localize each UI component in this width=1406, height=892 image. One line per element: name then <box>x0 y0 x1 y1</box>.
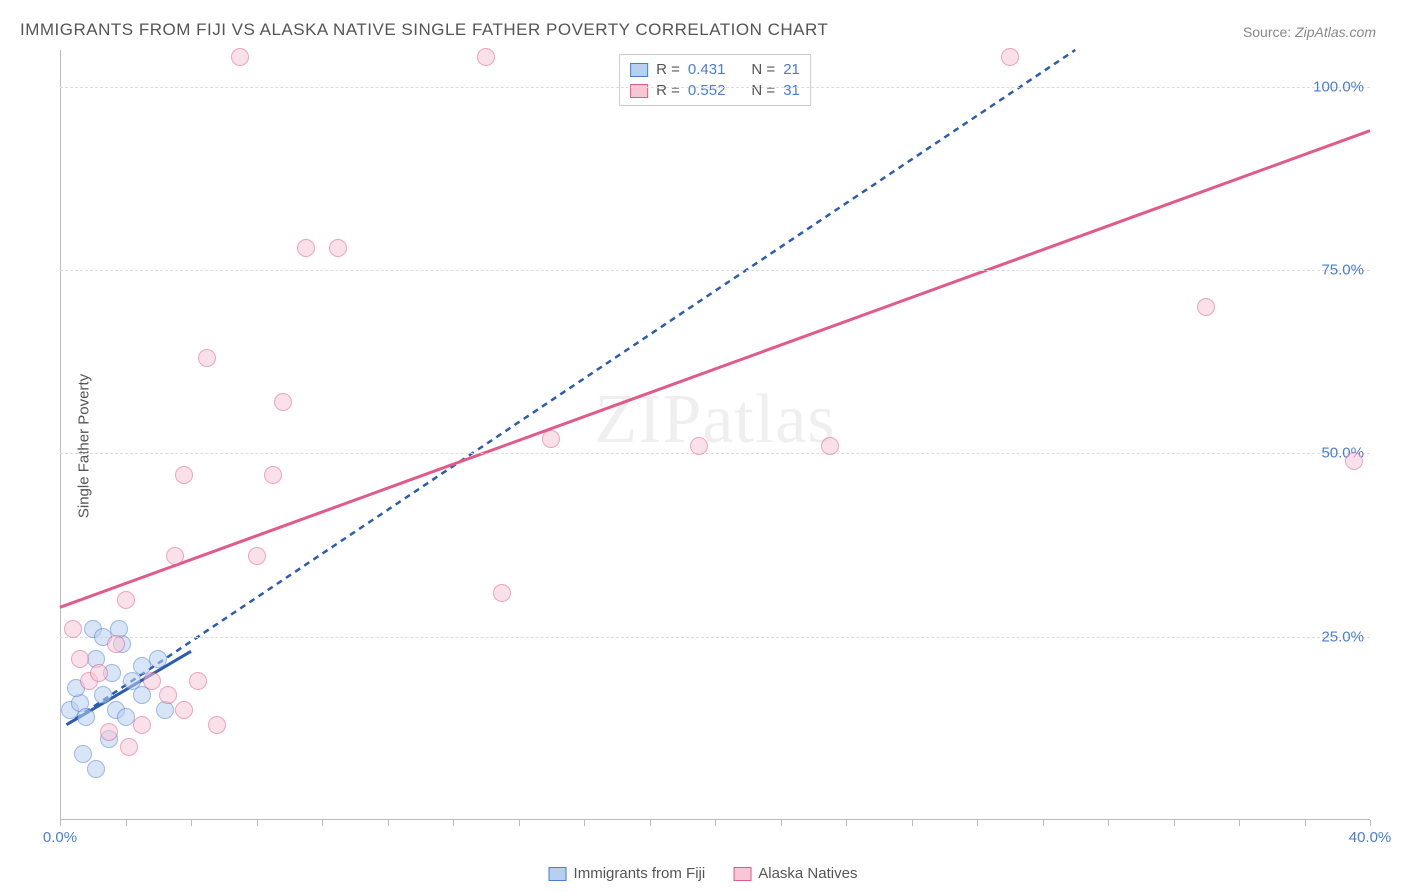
legend-bottom: Immigrants from Fiji Alaska Natives <box>549 865 858 882</box>
x-tick <box>715 820 716 826</box>
x-tick <box>781 820 782 826</box>
n-label: N = <box>751 61 775 78</box>
gridline <box>60 270 1370 271</box>
data-point <box>1001 48 1019 66</box>
x-tick <box>257 820 258 826</box>
r-label: R = <box>656 61 680 78</box>
x-tick <box>650 820 651 826</box>
legend-stat-row: R = 0.431 N = 21 <box>630 59 800 80</box>
x-tick <box>191 820 192 826</box>
x-tick <box>1108 820 1109 826</box>
data-point <box>100 723 118 741</box>
data-point <box>166 547 184 565</box>
data-point <box>74 745 92 763</box>
data-point <box>64 620 82 638</box>
legend-swatch <box>733 867 751 881</box>
source-attribution: Source: ZipAtlas.com <box>1243 24 1376 40</box>
scatter-chart: ZIPatlas R =0.431N =21R =0.552N =31 25.0… <box>60 50 1370 820</box>
data-point <box>477 48 495 66</box>
source-label: Source: <box>1243 24 1291 40</box>
data-point <box>149 650 167 668</box>
data-point <box>159 686 177 704</box>
source-value: ZipAtlas.com <box>1295 24 1376 40</box>
x-tick <box>519 820 520 826</box>
n-value: 21 <box>783 61 800 78</box>
data-point <box>248 547 266 565</box>
data-point <box>107 635 125 653</box>
data-point <box>198 349 216 367</box>
x-tick-label: 40.0% <box>1349 829 1392 846</box>
data-point <box>690 437 708 455</box>
n-label: N = <box>751 82 775 99</box>
r-label: R = <box>656 82 680 99</box>
legend-swatch <box>630 84 648 98</box>
data-point <box>94 686 112 704</box>
x-tick <box>1043 820 1044 826</box>
legend-label: Immigrants from Fiji <box>574 865 706 882</box>
n-value: 31 <box>783 82 800 99</box>
x-tick <box>912 820 913 826</box>
data-point <box>329 239 347 257</box>
data-point <box>264 466 282 484</box>
trend-line <box>67 50 1076 725</box>
x-tick <box>1305 820 1306 826</box>
gridline <box>60 87 1370 88</box>
x-tick-label: 0.0% <box>43 829 77 846</box>
r-value: 0.552 <box>688 82 726 99</box>
data-point <box>189 672 207 690</box>
legend-swatch <box>549 867 567 881</box>
gridline <box>60 453 1370 454</box>
x-tick <box>322 820 323 826</box>
legend-swatch <box>630 63 648 77</box>
data-point <box>71 650 89 668</box>
x-tick <box>1174 820 1175 826</box>
data-point <box>175 701 193 719</box>
data-point <box>1345 452 1363 470</box>
trend-lines-layer <box>60 50 1370 820</box>
r-value: 0.431 <box>688 61 726 78</box>
trend-line <box>60 131 1370 608</box>
chart-title: IMMIGRANTS FROM FIJI VS ALASKA NATIVE SI… <box>20 20 828 40</box>
y-tick-label: 75.0% <box>1321 262 1364 279</box>
x-tick <box>126 820 127 826</box>
y-tick-label: 25.0% <box>1321 628 1364 645</box>
gridline <box>60 637 1370 638</box>
x-tick <box>60 820 61 826</box>
data-point <box>117 591 135 609</box>
data-point <box>175 466 193 484</box>
x-tick <box>388 820 389 826</box>
legend-item: Immigrants from Fiji <box>549 865 706 882</box>
data-point <box>208 716 226 734</box>
legend-label: Alaska Natives <box>758 865 857 882</box>
data-point <box>231 48 249 66</box>
data-point <box>143 672 161 690</box>
legend-stats-box: R = 0.431 N = 21 R = 0.552 N = 31 <box>619 54 811 106</box>
x-tick <box>584 820 585 826</box>
y-tick-label: 100.0% <box>1313 78 1364 95</box>
x-tick <box>1370 820 1371 826</box>
legend-stat-row: R = 0.552 N = 31 <box>630 80 800 101</box>
data-point <box>90 664 108 682</box>
data-point <box>120 738 138 756</box>
data-point <box>117 708 135 726</box>
x-tick <box>453 820 454 826</box>
data-point <box>133 716 151 734</box>
x-tick <box>977 820 978 826</box>
data-point <box>297 239 315 257</box>
data-point <box>542 430 560 448</box>
legend-item: Alaska Natives <box>733 865 857 882</box>
data-point <box>1197 298 1215 316</box>
x-tick <box>1239 820 1240 826</box>
data-point <box>821 437 839 455</box>
data-point <box>87 760 105 778</box>
data-point <box>493 584 511 602</box>
data-point <box>274 393 292 411</box>
data-point <box>77 708 95 726</box>
x-tick <box>846 820 847 826</box>
